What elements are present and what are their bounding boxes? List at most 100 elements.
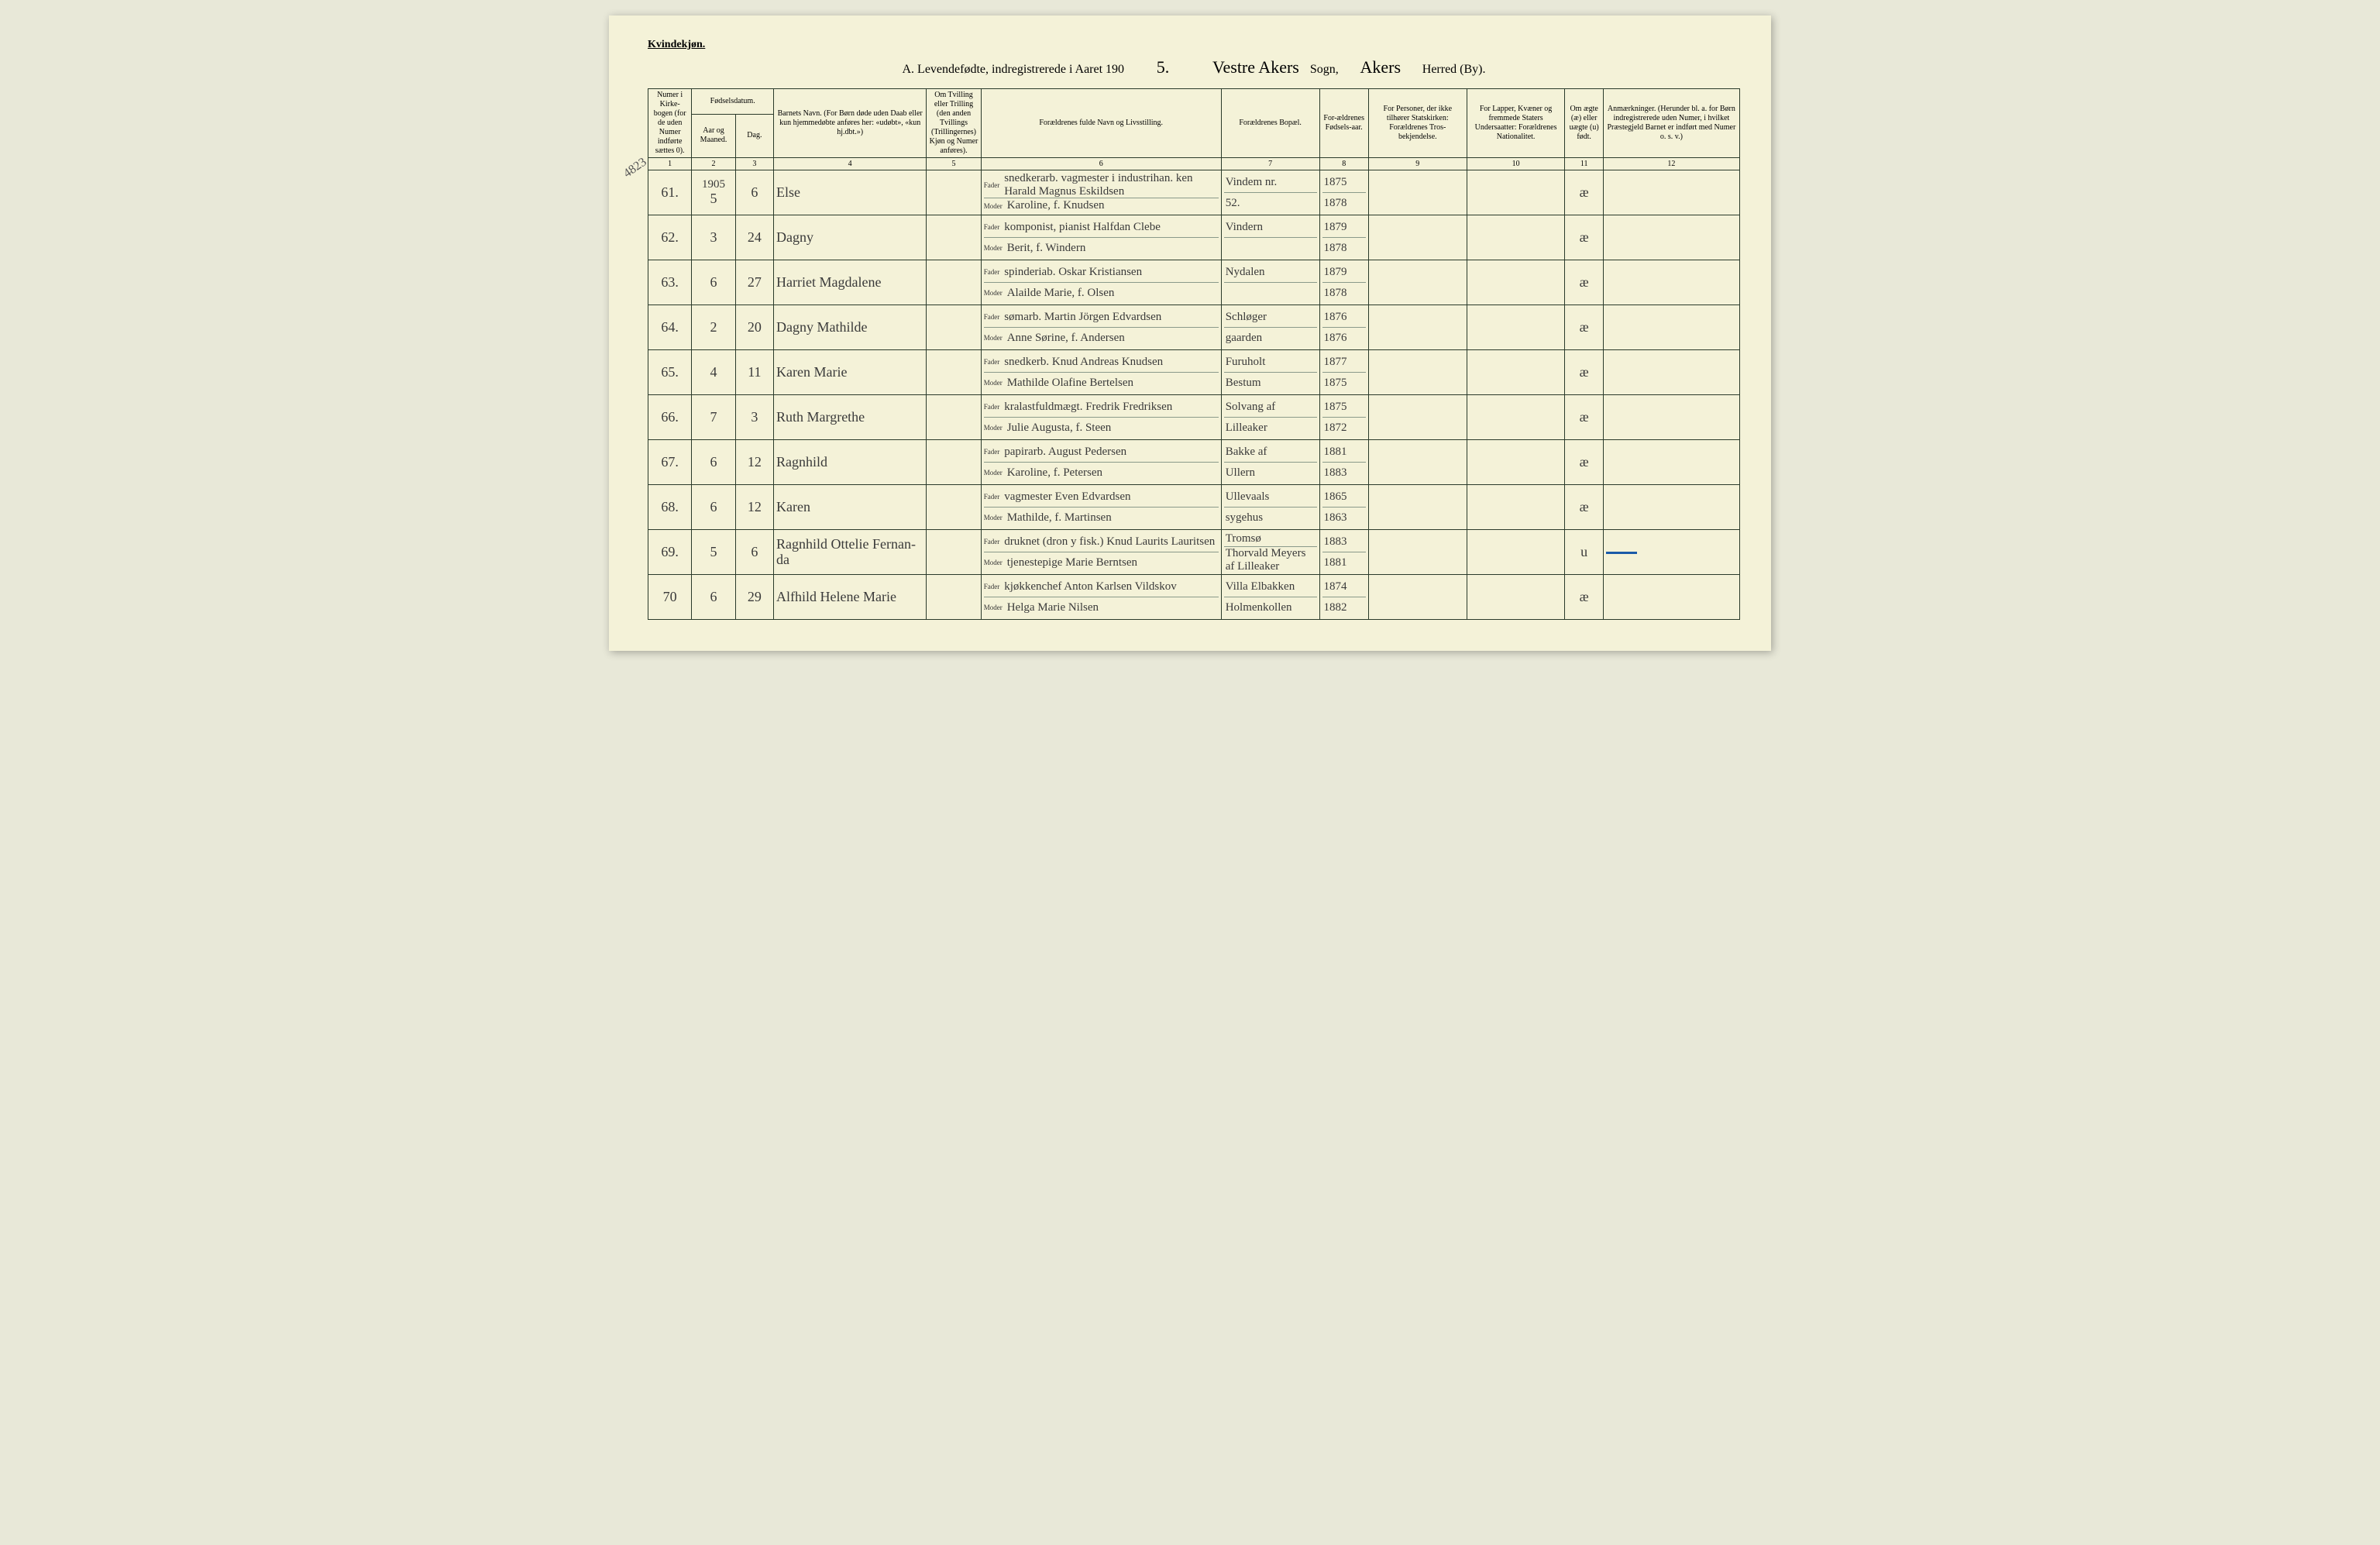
cell-day: 27 xyxy=(735,260,773,305)
cell-name: Karen xyxy=(774,485,927,530)
cell-nationalitet xyxy=(1467,575,1565,620)
cell-day: 29 xyxy=(735,575,773,620)
father-text: komponist, pianist Halfdan Clebe xyxy=(1004,221,1161,234)
mother-text: Alailde Marie, f. Olsen xyxy=(1007,287,1115,300)
cell-month: 4 xyxy=(692,350,735,395)
cell-fodselsaar: 1875 1872 xyxy=(1319,395,1368,440)
cell-nationalitet xyxy=(1467,350,1565,395)
mother-label: Moder xyxy=(984,334,1003,342)
cell-num: 65. xyxy=(648,350,692,395)
colnum: 8 xyxy=(1319,158,1368,170)
cell-num: 67. xyxy=(648,440,692,485)
mother-text: Karoline, f. Knudsen xyxy=(1007,199,1105,212)
cell-bopal: Ullevaals sygehus xyxy=(1221,485,1319,530)
cell-tvilling xyxy=(927,440,981,485)
table-row: 68. 6 12 Karen Fadervagmester Even Edvar… xyxy=(648,485,1740,530)
mother-text: Mathilde, f. Martinsen xyxy=(1007,511,1112,525)
sogn-label: Sogn, xyxy=(1310,63,1339,76)
mother-label: Moder xyxy=(984,289,1003,297)
cell-day: 12 xyxy=(735,440,773,485)
hdr-aar-maaned: Aar og Maaned. xyxy=(692,114,735,157)
hdr-tros: For Personer, der ikke tilhører Statskir… xyxy=(1368,89,1467,158)
cell-tvilling xyxy=(927,530,981,575)
hdr-anmrk: Anmærkninger. (Herunder bl. a. for Børn … xyxy=(1603,89,1739,158)
gender-label: Kvindekjøn. xyxy=(648,39,1740,51)
cell-day: 24 xyxy=(735,215,773,260)
cell-num: 61. xyxy=(648,170,692,215)
cell-legit: æ xyxy=(1565,305,1603,350)
table-row: 64. 2 20 Dagny Mathilde Fadersømarb. Mar… xyxy=(648,305,1740,350)
table-row: 65. 4 11 Karen Marie Fadersnedkerb. Knud… xyxy=(648,350,1740,395)
title-year-suffix: 5. xyxy=(1124,57,1202,77)
cell-tvilling xyxy=(927,170,981,215)
table-row: 61. 19055 6 Else Fadersnedkerarb. vagmes… xyxy=(648,170,1740,215)
table-header: Numer i Kirke-bogen (for de uden Numer i… xyxy=(648,89,1740,170)
cell-legit: æ xyxy=(1565,260,1603,305)
cell-tvilling xyxy=(927,350,981,395)
cell-num: 62. xyxy=(648,215,692,260)
mother-label: Moder xyxy=(984,202,1003,210)
mother-label: Moder xyxy=(984,424,1003,432)
hdr-foraldre-navn: Forældrenes fulde Navn og Livsstilling. xyxy=(981,89,1221,158)
cell-num: 64. xyxy=(648,305,692,350)
colnum: 3 xyxy=(735,158,773,170)
cell-bopal: Furuholt Bestum xyxy=(1221,350,1319,395)
cell-name: Harriet Magdalene xyxy=(774,260,927,305)
colnum: 10 xyxy=(1467,158,1565,170)
cell-parents: Faderspinderiab. Oskar Kristiansen Moder… xyxy=(981,260,1221,305)
father-label: Fader xyxy=(984,223,1000,231)
cell-name: Else xyxy=(774,170,927,215)
cell-month: 3 xyxy=(692,215,735,260)
mother-label: Moder xyxy=(984,514,1003,521)
father-text: vagmester Even Edvardsen xyxy=(1004,490,1130,504)
father-text: kralastfuldmægt. Fredrik Fredriksen xyxy=(1004,401,1172,414)
cell-bopal: Vindem nr. 52. xyxy=(1221,170,1319,215)
cell-parents: Faderkjøkkenchef Anton Karlsen Vildskov … xyxy=(981,575,1221,620)
cell-parents: Fadersømarb. Martin Jörgen Edvardsen Mod… xyxy=(981,305,1221,350)
cell-bopal: Villa Elbakken Holmenkollen xyxy=(1221,575,1319,620)
cell-name: Dagny Mathilde xyxy=(774,305,927,350)
register-page: Kvindekjøn. A. Levendefødte, indregistre… xyxy=(609,15,1771,651)
cell-nationalitet xyxy=(1467,395,1565,440)
cell-bopal: Nydalen xyxy=(1221,260,1319,305)
cell-num: 69. xyxy=(648,530,692,575)
cell-tvilling xyxy=(927,395,981,440)
cell-day: 12 xyxy=(735,485,773,530)
hdr-nationalitet: For Lapper, Kvæner og fremmede Staters U… xyxy=(1467,89,1565,158)
father-text: snedkerarb. vagmester i industrihan. ken… xyxy=(1004,172,1218,198)
colnum: 9 xyxy=(1368,158,1467,170)
colnum: 12 xyxy=(1603,158,1739,170)
cell-parents: Fader kralastfuldmægt. Fredrik Fredriksen… xyxy=(981,395,1221,440)
cell-fodselsaar: 1879 1878 xyxy=(1319,260,1368,305)
father-text: sømarb. Martin Jörgen Edvardsen xyxy=(1004,311,1161,324)
title-prefix: A. Levendefødte, indregistrerede i Aaret… xyxy=(902,63,1124,76)
father-label: Fader xyxy=(984,538,1000,545)
cell-tros xyxy=(1368,350,1467,395)
cell-month: 6 xyxy=(692,260,735,305)
cell-remark xyxy=(1603,350,1739,395)
cell-legit: æ xyxy=(1565,395,1603,440)
register-table: Numer i Kirke-bogen (for de uden Numer i… xyxy=(648,88,1740,620)
cell-nationalitet xyxy=(1467,530,1565,575)
cell-legit: æ xyxy=(1565,170,1603,215)
cell-tros xyxy=(1368,575,1467,620)
mother-label: Moder xyxy=(984,559,1003,566)
cell-name: Ragnhild xyxy=(774,440,927,485)
cell-tros xyxy=(1368,215,1467,260)
table-row: 70 6 29 Alfhild Helene Marie Faderkjøkke… xyxy=(648,575,1740,620)
table-row: 66. 7 3 Ruth Margrethe Faderkralastfuldm… xyxy=(648,395,1740,440)
colnum: 1 xyxy=(648,158,692,170)
cell-nationalitet xyxy=(1467,305,1565,350)
cell-tvilling xyxy=(927,575,981,620)
father-label: Fader xyxy=(984,583,1000,590)
father-text: kjøkkenchef Anton Karlsen Vildskov xyxy=(1004,580,1177,594)
father-text: druknet (dron y fisk.) Knud Laurits Laur… xyxy=(1004,535,1215,549)
cell-remark xyxy=(1603,260,1739,305)
father-label: Fader xyxy=(984,403,1000,411)
cell-day: 6 xyxy=(735,170,773,215)
colnum: 4 xyxy=(774,158,927,170)
cell-num: 70 xyxy=(648,575,692,620)
father-text: papirarb. August Pedersen xyxy=(1004,446,1126,459)
cell-fodselsaar: 1875 1878 xyxy=(1319,170,1368,215)
cell-num: 63. xyxy=(648,260,692,305)
